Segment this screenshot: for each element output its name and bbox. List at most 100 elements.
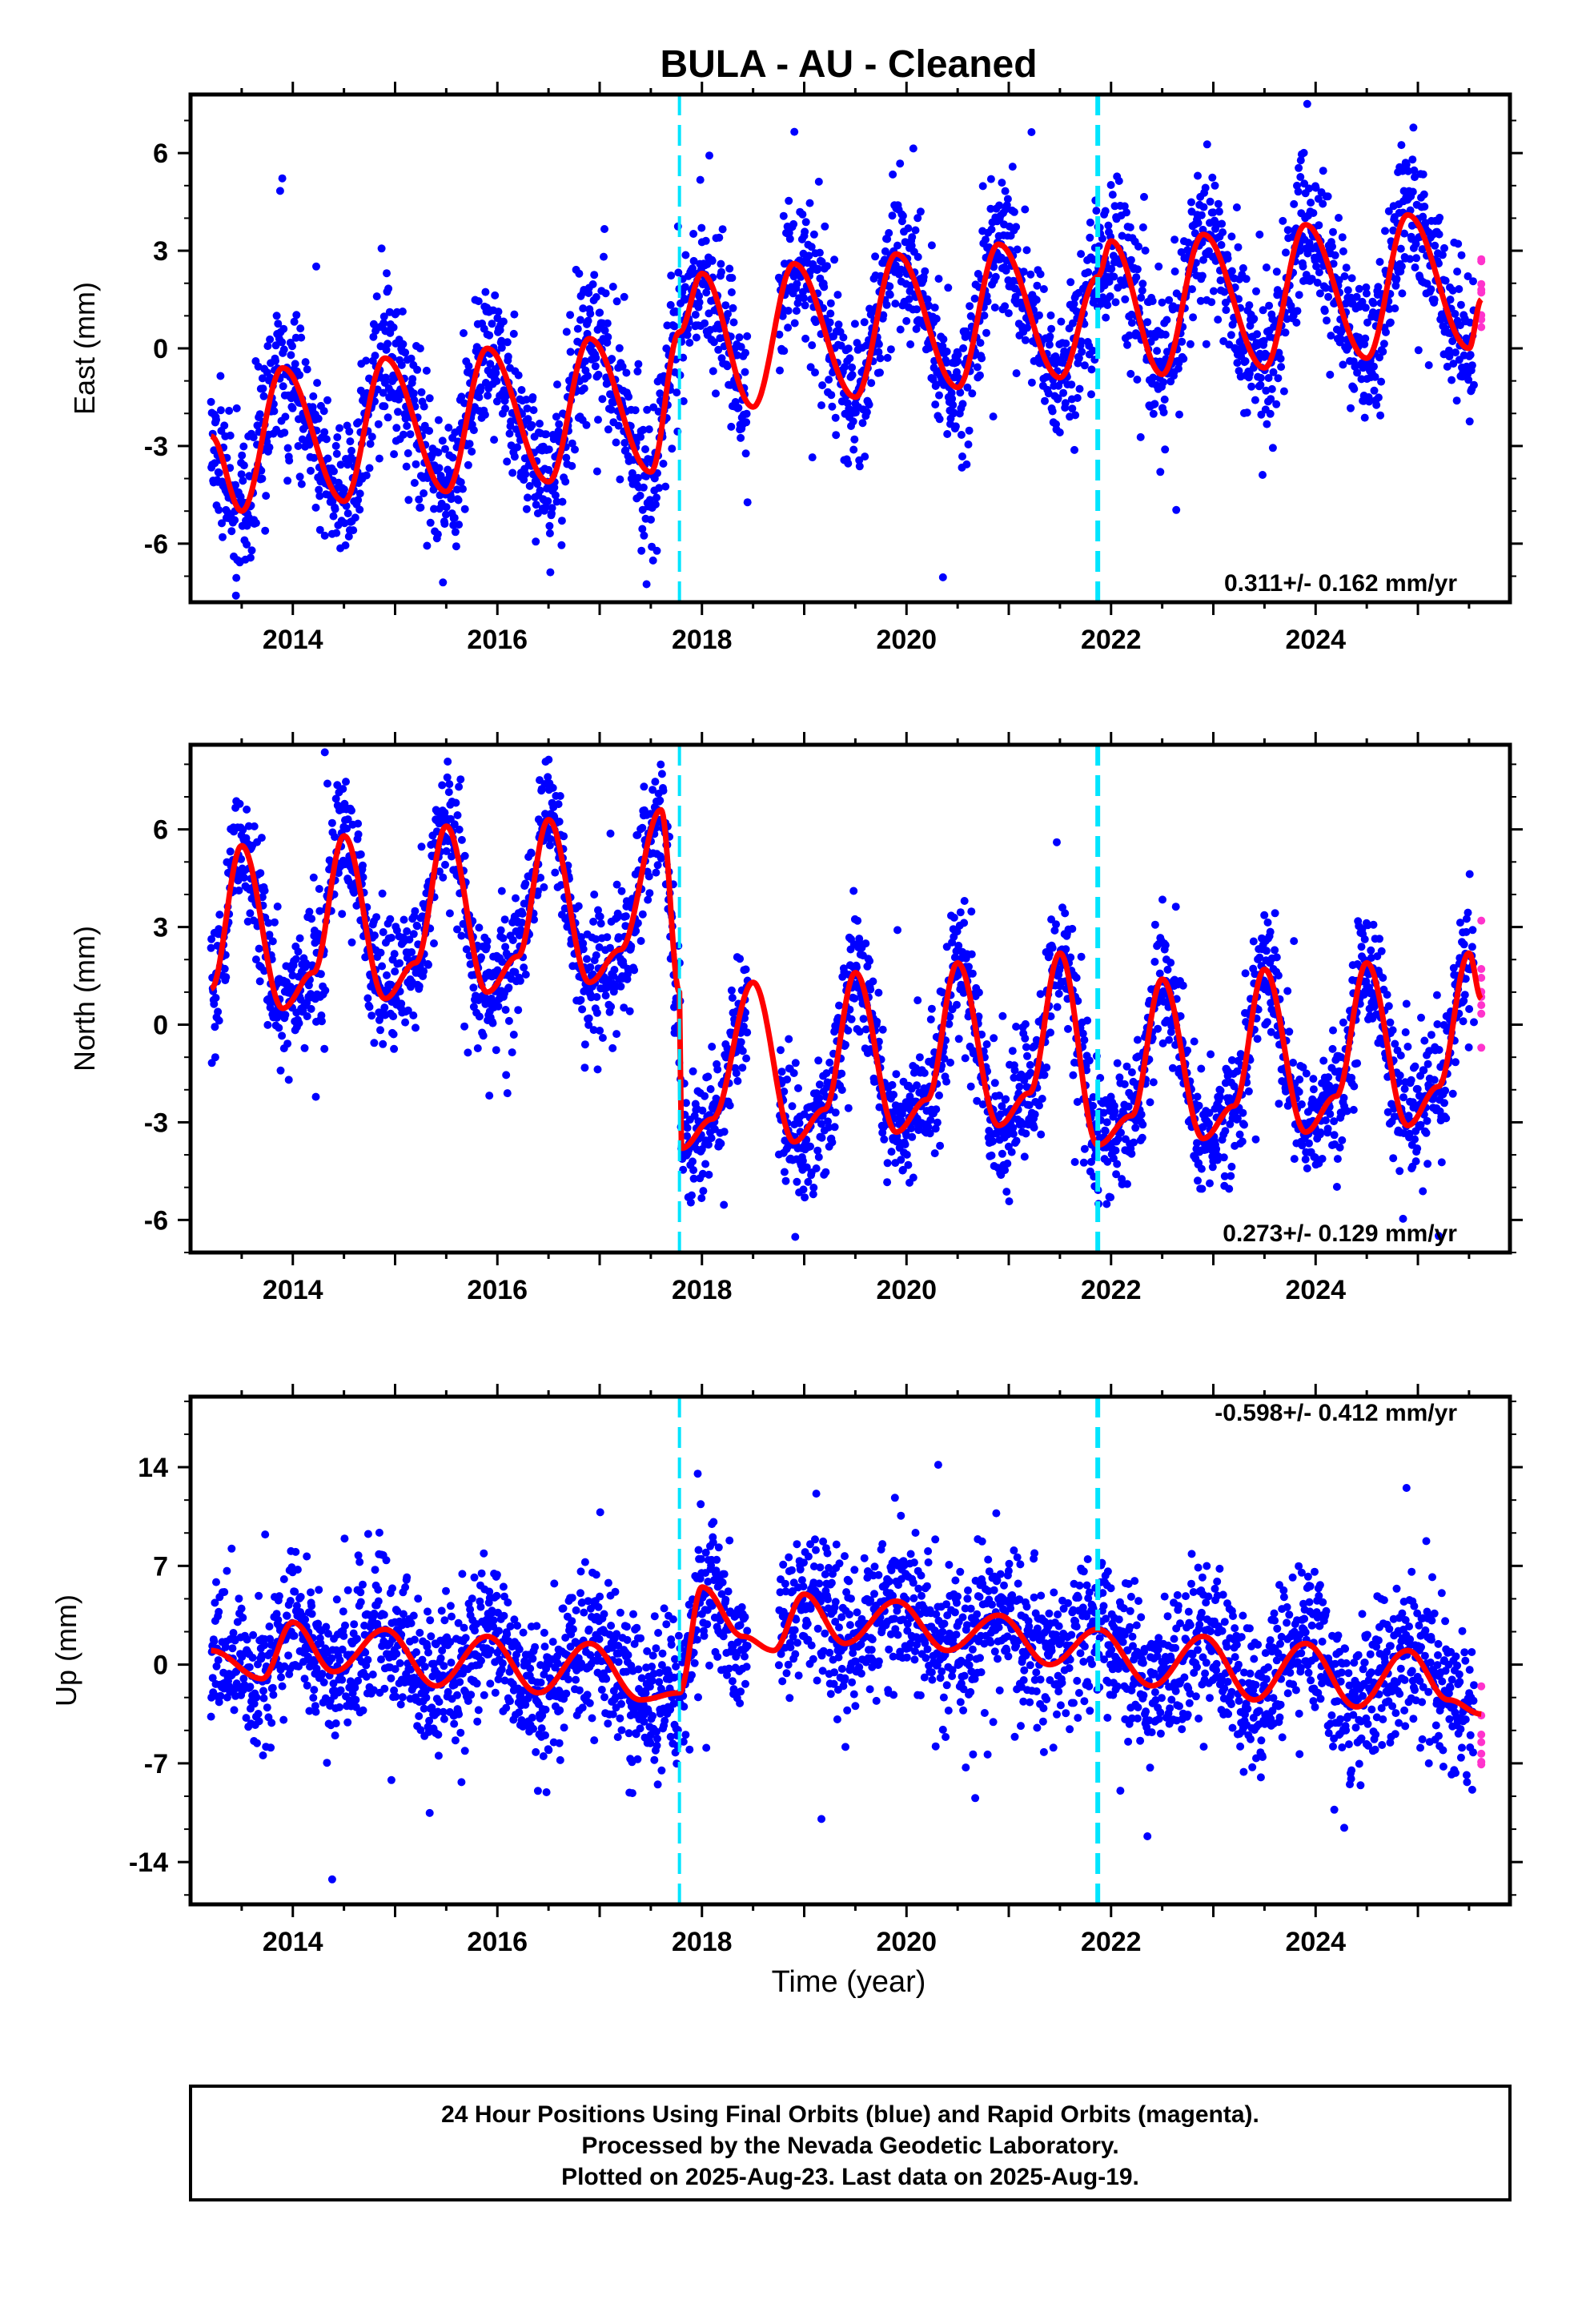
data-point xyxy=(1290,199,1299,208)
data-point xyxy=(327,818,336,827)
data-point xyxy=(1208,173,1217,182)
data-point xyxy=(315,525,324,534)
data-point xyxy=(606,829,615,838)
data-point xyxy=(362,471,371,480)
data-point xyxy=(1071,411,1080,420)
data-point xyxy=(809,230,818,239)
data-point xyxy=(1035,1101,1043,1110)
data-point xyxy=(1253,330,1262,339)
data-point xyxy=(1136,432,1145,441)
data-point xyxy=(1327,332,1335,340)
data-point xyxy=(839,333,848,342)
data-point xyxy=(601,991,610,1000)
data-point xyxy=(830,1123,839,1132)
data-point xyxy=(876,368,884,377)
data-point xyxy=(701,319,709,328)
data-point xyxy=(287,351,295,360)
data-point xyxy=(715,233,724,242)
data-point xyxy=(1331,251,1339,259)
data-point xyxy=(586,963,595,971)
data-point xyxy=(844,1026,853,1035)
data-point xyxy=(656,796,665,805)
data-point xyxy=(275,187,284,195)
data-point xyxy=(508,1048,516,1057)
data-point xyxy=(794,1084,802,1092)
data-point xyxy=(354,496,363,505)
data-point xyxy=(580,357,589,366)
data-point xyxy=(1008,1047,1017,1055)
data-point xyxy=(967,950,976,959)
data-point xyxy=(889,1091,898,1099)
data-point xyxy=(1178,337,1186,346)
data-point xyxy=(957,431,966,439)
data-point xyxy=(497,336,506,345)
data-point xyxy=(784,307,793,315)
data-point xyxy=(1158,298,1166,307)
data-point xyxy=(968,389,977,398)
data-point xyxy=(603,933,612,942)
data-point xyxy=(743,332,752,340)
data-point xyxy=(801,1193,809,1202)
data-point xyxy=(898,211,907,220)
data-point xyxy=(525,481,534,490)
data-point xyxy=(403,927,412,935)
data-point xyxy=(1062,339,1070,348)
data-point xyxy=(397,360,406,369)
data-point xyxy=(413,365,422,374)
data-point xyxy=(713,1065,722,1074)
data-point xyxy=(777,1046,785,1055)
data-point xyxy=(1188,285,1196,294)
data-point xyxy=(225,407,234,415)
data-point xyxy=(479,1031,488,1040)
data-point xyxy=(622,368,631,377)
data-point xyxy=(976,371,984,380)
data-point xyxy=(1218,219,1227,228)
data-point xyxy=(801,227,809,236)
data-point xyxy=(480,410,489,419)
data-point xyxy=(596,1027,604,1035)
data-point xyxy=(420,489,428,497)
data-point xyxy=(849,445,858,454)
data-point xyxy=(1012,1136,1021,1145)
data-point xyxy=(504,983,513,992)
data-point xyxy=(390,450,399,459)
data-point xyxy=(776,366,784,375)
data-point xyxy=(341,541,350,549)
y-tick-label: 0 xyxy=(153,1011,168,1041)
data-point xyxy=(582,420,591,429)
data-point xyxy=(283,1039,292,1048)
data-point xyxy=(417,842,426,851)
data-point xyxy=(1153,347,1162,356)
data-point xyxy=(1121,295,1130,304)
data-point xyxy=(433,530,442,539)
data-point xyxy=(887,1148,896,1156)
data-point xyxy=(288,404,297,412)
data-point xyxy=(548,783,557,792)
data-point xyxy=(1324,292,1333,301)
data-point xyxy=(865,957,874,965)
data-point xyxy=(708,1043,717,1051)
data-point xyxy=(1243,408,1251,417)
y-tick-label: 6 xyxy=(153,139,168,169)
data-point xyxy=(793,279,801,288)
data-point xyxy=(1241,357,1250,365)
data-point xyxy=(1370,362,1378,371)
data-point xyxy=(1398,289,1407,298)
data-point xyxy=(319,407,328,416)
data-point xyxy=(1396,244,1405,253)
data-point xyxy=(883,1178,892,1187)
data-point xyxy=(540,883,548,891)
data-point xyxy=(825,376,833,384)
data-point xyxy=(396,959,404,967)
data-point xyxy=(383,971,391,979)
data-point xyxy=(908,233,917,242)
data-point xyxy=(721,301,730,310)
data-point xyxy=(212,416,220,424)
data-point xyxy=(322,435,331,444)
data-point xyxy=(652,546,661,555)
data-point xyxy=(642,580,651,589)
data-point xyxy=(415,495,424,504)
data-point xyxy=(504,1016,513,1025)
data-point xyxy=(237,470,246,479)
data-point xyxy=(1078,348,1086,356)
